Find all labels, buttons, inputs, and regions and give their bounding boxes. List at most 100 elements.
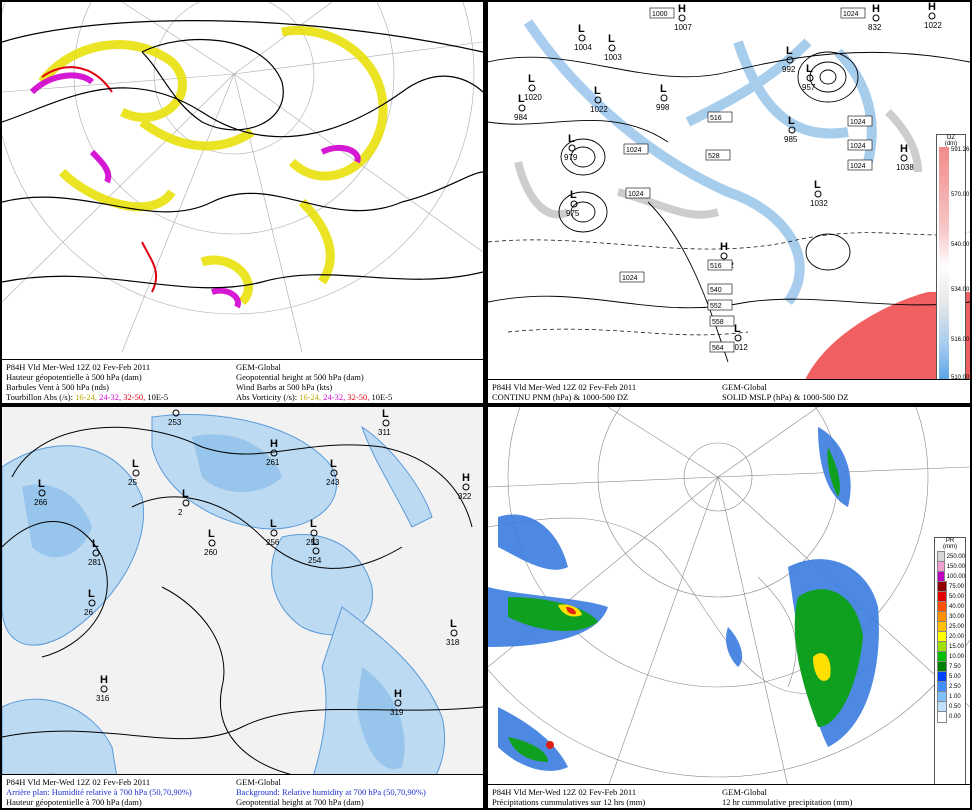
- thickness-fill-warm: [798, 292, 970, 402]
- isoline-label-box: [623, 143, 649, 155]
- isoline-label: 1024: [625, 187, 651, 199]
- isoline-label-box: [707, 111, 733, 123]
- caption-r2-left: Hauteur géopotentielle à 500 hPa (dam): [6, 372, 142, 382]
- low-pressure-value: 25: [128, 478, 137, 487]
- low-pressure-letter: L: [528, 73, 535, 85]
- isoline-label-box: [619, 271, 645, 283]
- low-pressure-center-icon: [132, 469, 140, 477]
- caption-r1-right: GEM-Global: [236, 777, 281, 787]
- legend-label: 0.00: [949, 714, 961, 720]
- low-pressure-marker: L 1003: [604, 33, 622, 62]
- isoline-label-text: 528: [708, 153, 720, 160]
- caption-r1-left: P84H Vld Mer-Wed 12Z 02 Fev-Feb 2011: [6, 362, 151, 372]
- low-pressure-value: 985: [784, 135, 798, 144]
- low-pressure-letter: L: [172, 407, 179, 410]
- low-pressure-letter: L: [208, 528, 215, 540]
- isoline-label-box: [649, 7, 675, 19]
- low-pressure-value: 957: [802, 83, 816, 92]
- low-pressure-letter: L: [594, 85, 601, 97]
- low-pressure-center-icon: [312, 547, 320, 555]
- isoline-label: 1024: [847, 139, 873, 151]
- high-pressure-marker: H 1022: [924, 2, 942, 30]
- low-pressure-value: 253: [306, 538, 320, 547]
- legend-label: 5.00: [949, 674, 961, 680]
- low-pressure-center-icon: [172, 409, 180, 417]
- isoline-label: 516: [707, 111, 733, 123]
- low-pressure-center-icon: [528, 84, 536, 92]
- low-pressure-marker: L 985: [784, 115, 798, 144]
- caption-r3-left: Barbules Vent à 500 hPa (nds): [6, 382, 110, 392]
- low-pressure-value: 1022: [590, 105, 608, 114]
- legend-label: 25.00: [949, 624, 965, 630]
- low-pressure-value: 1003: [604, 53, 622, 62]
- legend-label: 7.50: [949, 664, 961, 670]
- low-pressure-marker: L 318: [446, 618, 460, 647]
- low-pressure-marker: L 256: [266, 518, 280, 547]
- humidity-map: L253L266L281L26L25L2L260L256L253L254L243…: [2, 407, 483, 808]
- legend-label: 75.00: [949, 584, 965, 590]
- low-pressure-letter: L: [570, 189, 577, 201]
- legend-label: 150.00: [946, 564, 965, 570]
- high-pressure-marker: H 261: [266, 438, 280, 467]
- isoline-label: 1024: [847, 159, 873, 171]
- low-pressure-marker: L 1020: [524, 73, 542, 102]
- isoline-label-box: [707, 283, 733, 295]
- isoline-label-box: [625, 187, 651, 199]
- low-pressure-center-icon: [92, 549, 100, 557]
- caption-r3-right: Geopotential height at 700 hPa (dam): [236, 797, 364, 807]
- isoline-label: 528: [705, 149, 731, 161]
- low-pressure-marker: L 1032: [810, 179, 828, 208]
- high-pressure-value: 322: [458, 492, 472, 501]
- isoline-label-box: [707, 259, 733, 271]
- key-16-24: 16-24,: [75, 392, 98, 402]
- low-pressure-marker: L 957: [802, 63, 816, 92]
- legend-label: 570.00: [951, 192, 970, 198]
- high-pressure-marker: H 319: [390, 688, 404, 717]
- isoline-label-box: [847, 139, 873, 151]
- low-pressure-marker: L 1012: [730, 323, 748, 352]
- low-pressure-marker: L 984: [514, 93, 528, 122]
- low-pressure-center-icon: [208, 539, 216, 547]
- legend-label: 591.26: [951, 147, 970, 153]
- low-pressure-value: 984: [514, 113, 528, 122]
- legend-label: 2.50: [949, 684, 961, 690]
- isoline-label-text: 1024: [850, 119, 866, 126]
- high-pressure-center-icon: [462, 483, 470, 491]
- legend-label: 1.00: [949, 694, 961, 700]
- low-pressure-center-icon: [518, 104, 526, 112]
- low-pressure-center-icon: [786, 56, 794, 64]
- low-pressure-center-icon: [310, 529, 318, 537]
- low-pressure-center-icon: [38, 489, 46, 497]
- isoline-label-text: 1024: [850, 143, 866, 150]
- low-pressure-marker: L 979: [564, 133, 578, 162]
- legend-label: 20.00: [949, 634, 965, 640]
- high-pressure-center-icon: [394, 699, 402, 707]
- legend-swatch: [937, 711, 947, 723]
- high-pressure-marker: H 832: [868, 3, 882, 32]
- low-pressure-center-icon: [788, 126, 796, 134]
- low-pressure-letter: L: [38, 478, 45, 490]
- low-pressure-value: 254: [308, 556, 322, 565]
- low-pressure-marker: L 253: [168, 407, 182, 427]
- isoline-label: 564: [709, 341, 735, 353]
- high-pressure-center-icon: [100, 685, 108, 693]
- low-pressure-letter: L: [382, 408, 389, 420]
- low-pressure-letter: L: [786, 45, 793, 57]
- low-pressure-value: 256: [266, 538, 280, 547]
- legend-title: DZ (dm): [944, 135, 958, 147]
- low-pressure-value: 2: [178, 508, 183, 517]
- low-pressure-value: 311: [378, 428, 391, 437]
- caption-r1-left: P84H Vld Mer-Wed 12Z 02 Fev-Feb 2011: [492, 787, 637, 797]
- low-pressure-marker: L 998: [656, 83, 670, 112]
- low-pressure-letter: L: [310, 518, 317, 530]
- low-pressure-marker: L 260: [204, 528, 218, 557]
- high-pressure-center-icon: [270, 449, 278, 457]
- isoline-label-box: [840, 7, 866, 19]
- isoline-label-text: 1024: [628, 191, 644, 198]
- legend-label: 0.50: [949, 704, 961, 710]
- caption-r1-right: GEM-Global: [236, 362, 281, 372]
- legend-label: 534.00: [951, 287, 970, 293]
- low-pressure-value: 243: [326, 478, 340, 487]
- high-pressure-center-icon: [872, 14, 880, 22]
